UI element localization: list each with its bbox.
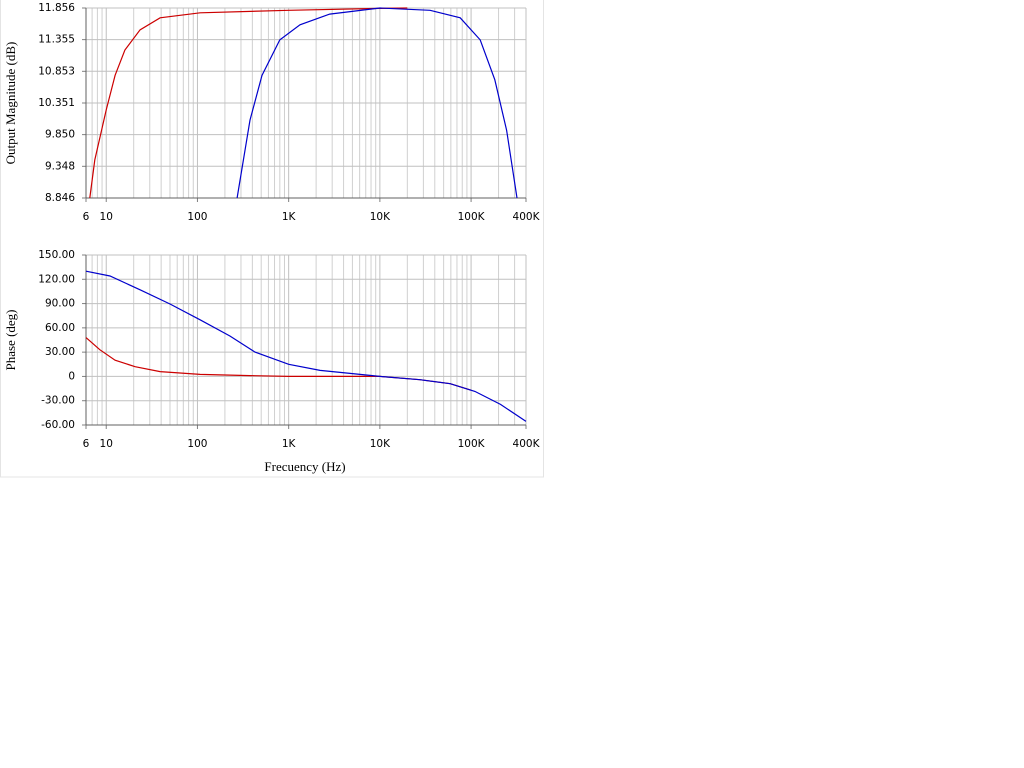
data-line (85, 270, 527, 422)
x-tick-label: 400K (513, 438, 541, 450)
data-line (89, 7, 408, 199)
x-tick-label: 100 (187, 211, 207, 223)
x-tick-label: 100 (187, 438, 207, 450)
plot-area (86, 255, 526, 425)
x-tick-label: 100K (458, 438, 486, 450)
y-tick-label: 10.853 (38, 65, 75, 77)
x-tick-label: 400K (513, 211, 541, 223)
y-tick-label: -30.00 (41, 395, 75, 407)
y-axis-title: Output Magnitude (dB) (3, 42, 18, 165)
x-tick-label: 100K (458, 211, 486, 223)
x-tick-label: 1K (282, 211, 297, 223)
y-tick-label: 60.00 (45, 322, 75, 334)
x-tick-label: 10K (370, 211, 391, 223)
y-tick-label: 9.348 (45, 160, 75, 172)
y-tick-label: 90.00 (45, 298, 75, 310)
y-tick-label: -60.00 (41, 419, 75, 431)
y-tick-label: 120.00 (38, 273, 75, 285)
y-tick-label: 11.856 (38, 2, 75, 14)
data-line (236, 7, 518, 199)
x-axis-title: Frecuency (Hz) (264, 459, 345, 474)
x-tick-label: 10 (100, 438, 113, 450)
y-tick-label: 11.355 (38, 34, 75, 46)
x-tick-label: 1K (282, 438, 297, 450)
y-tick-label: 0 (68, 370, 75, 382)
y-tick-label: 8.846 (45, 192, 75, 204)
x-tick-label: 6 (83, 211, 90, 223)
y-tick-label: 150.00 (38, 249, 75, 261)
y-tick-label: 30.00 (45, 346, 75, 358)
x-tick-label: 10 (100, 211, 113, 223)
y-axis-title: Phase (deg) (3, 309, 18, 370)
x-tick-label: 10K (370, 438, 391, 450)
y-tick-label: 10.351 (38, 97, 75, 109)
y-tick-label: 9.850 (45, 129, 75, 141)
x-tick-label: 6 (83, 438, 90, 450)
